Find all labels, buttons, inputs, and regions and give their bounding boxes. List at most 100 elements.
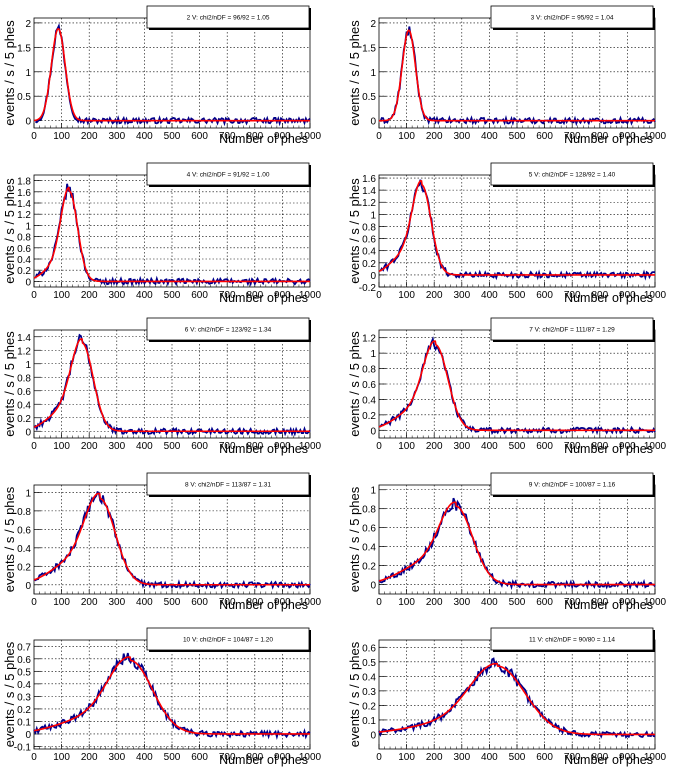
x-tick-label: 400 bbox=[136, 752, 153, 763]
fit-curve-line bbox=[379, 29, 655, 122]
chart-panel-9: 0 100 200 300 400 500 600 700 800 900 1000 -0.10 0.1… bbox=[2, 627, 322, 767]
y-axis-title: events / s / 5 phes bbox=[2, 178, 17, 284]
chart-panel-1: 0 100 200 300 400 500 600 700 800 900 1000 0 0.5 1 1.5… bbox=[2, 5, 322, 146]
x-tick-label: 800 bbox=[246, 752, 263, 763]
x-tick-label: 600 bbox=[191, 131, 208, 142]
chart-panel-6: 0 100 200 300 400 500 600 700 800 900 1000 0 0.2 0.4 0… bbox=[347, 317, 667, 456]
y-tick-label: 0 bbox=[370, 730, 376, 741]
x-tick-label: 1000 bbox=[644, 752, 667, 763]
x-tick-label: 600 bbox=[536, 752, 553, 763]
x-tick-label: 500 bbox=[164, 441, 181, 452]
y-tick-label: 0.2 bbox=[17, 266, 31, 277]
x-tick-label: 300 bbox=[108, 752, 125, 763]
plot-frame bbox=[33, 639, 311, 750]
x-tick-label: 600 bbox=[536, 131, 553, 142]
y-tick-label: 0.6 bbox=[17, 244, 31, 255]
y-tick-label: 0.4 bbox=[17, 255, 31, 266]
y-tick-label: 0.5 bbox=[17, 92, 31, 103]
y-tick-label: 1 bbox=[25, 68, 31, 79]
y-tick-label: 0.8 bbox=[17, 373, 31, 384]
y-tick-label: 0.6 bbox=[362, 380, 376, 391]
legend-text: 7 V: chi2/nDF = 111/87 = 1.29 bbox=[529, 327, 615, 334]
x-tick-label: 1000 bbox=[299, 290, 322, 301]
x-tick-label: 300 bbox=[453, 441, 470, 452]
x-tick-label: 400 bbox=[136, 131, 153, 142]
x-axis-title: Number of phes bbox=[219, 291, 308, 305]
legend-text: 10 V: chi2/nDF = 104/87 = 1.20 bbox=[183, 637, 273, 644]
x-tick-label: 600 bbox=[536, 290, 553, 301]
x-tick-label: 400 bbox=[481, 597, 498, 608]
y-tick-label: 1.2 bbox=[17, 210, 31, 221]
x-tick-label: 800 bbox=[591, 752, 608, 763]
x-tick-label: 600 bbox=[536, 441, 553, 452]
x-tick-label: 800 bbox=[246, 441, 263, 452]
x-tick-label: 300 bbox=[453, 597, 470, 608]
y-tick-label: 0.4 bbox=[17, 544, 31, 555]
y-tick-label: -0.2 bbox=[359, 283, 377, 294]
x-tick-label: 300 bbox=[453, 131, 470, 142]
y-tick-label: -0.1 bbox=[14, 742, 32, 753]
legend-box bbox=[146, 162, 310, 186]
fit-curve-line bbox=[33, 338, 310, 433]
x-tick-label: 200 bbox=[81, 597, 98, 608]
x-tick-label: 100 bbox=[53, 290, 70, 301]
legend-box bbox=[146, 627, 310, 651]
y-tick-label: 1 bbox=[370, 486, 376, 497]
legend-box bbox=[146, 317, 310, 341]
y-tick-label: 0.4 bbox=[17, 680, 31, 691]
y-tick-label: 1.4 bbox=[17, 199, 31, 210]
y-tick-label: 0.6 bbox=[17, 387, 31, 398]
y-tick-label: 1.2 bbox=[362, 334, 376, 345]
y-tick-label: 0.5 bbox=[17, 667, 31, 678]
y-tick-label: 2 bbox=[370, 19, 376, 30]
x-tick-label: 900 bbox=[619, 752, 636, 763]
chart-panel-8: 0 100 200 300 400 500 600 700 800 900 1000 0 0.2 0.4 0… bbox=[347, 472, 667, 612]
x-tick-label: 600 bbox=[536, 597, 553, 608]
x-tick-label: 800 bbox=[591, 290, 608, 301]
y-tick-label: 0.7 bbox=[17, 642, 31, 653]
y-tick-label: 1 bbox=[25, 360, 31, 371]
x-tick-label: 600 bbox=[191, 290, 208, 301]
legend-box bbox=[490, 5, 654, 29]
x-tick-label: 300 bbox=[108, 441, 125, 452]
y-tick-label: 0 bbox=[370, 271, 376, 282]
data-series-line bbox=[378, 657, 656, 739]
x-tick-label: 0 bbox=[31, 597, 37, 608]
data-series-line bbox=[33, 652, 311, 741]
x-tick-label: 900 bbox=[274, 290, 291, 301]
y-axis-title: events / s / 5 phes bbox=[347, 178, 362, 284]
x-tick-label: 100 bbox=[398, 441, 415, 452]
x-axis-title: Number of phes bbox=[564, 598, 653, 612]
x-tick-label: 500 bbox=[509, 441, 526, 452]
y-tick-label: 0.2 bbox=[362, 411, 376, 422]
x-tick-label: 400 bbox=[481, 441, 498, 452]
y-axis-title: events / s / 5 phes bbox=[2, 641, 17, 747]
fit-curve-line bbox=[33, 27, 310, 122]
legend-box bbox=[490, 472, 654, 496]
x-tick-label: 200 bbox=[426, 441, 443, 452]
x-tick-label: 200 bbox=[81, 752, 98, 763]
y-tick-label: 0.4 bbox=[17, 400, 31, 411]
legend-box bbox=[490, 627, 654, 651]
x-tick-label: 900 bbox=[274, 131, 291, 142]
fit-curve-line bbox=[378, 340, 655, 432]
x-axis-title: Number of phes bbox=[564, 442, 653, 456]
x-tick-label: 400 bbox=[481, 752, 498, 763]
y-tick-label: 0 bbox=[370, 581, 376, 592]
x-tick-label: 700 bbox=[219, 290, 236, 301]
y-tick-label: 1 bbox=[370, 349, 376, 360]
x-tick-label: 700 bbox=[564, 597, 581, 608]
x-axis-title: Number of phes bbox=[219, 753, 308, 767]
chart-panel-7: 0 100 200 300 400 500 600 700 800 900 1000 0 0.2 0.4 0… bbox=[2, 472, 322, 612]
x-tick-label: 500 bbox=[164, 290, 181, 301]
y-tick-label: 1.8 bbox=[17, 177, 31, 188]
x-tick-label: 1000 bbox=[299, 597, 322, 608]
x-tick-label: 400 bbox=[481, 131, 498, 142]
y-tick-label: 0.4 bbox=[362, 247, 376, 258]
x-tick-label: 1000 bbox=[644, 441, 667, 452]
x-tick-label: 700 bbox=[564, 441, 581, 452]
x-tick-label: 0 bbox=[31, 131, 37, 142]
x-axis-title: Number of phes bbox=[564, 753, 653, 767]
x-tick-label: 0 bbox=[376, 441, 382, 452]
x-tick-label: 200 bbox=[426, 290, 443, 301]
